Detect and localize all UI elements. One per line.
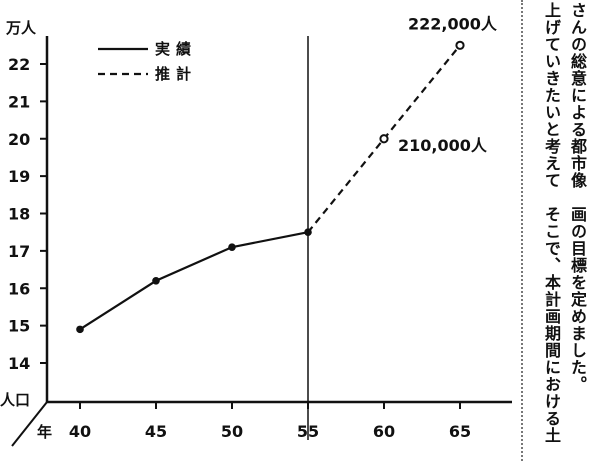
data-point-hollow — [379, 134, 389, 144]
value-annotation: 210,000人 — [398, 136, 488, 155]
x-axis-label: 年 — [37, 423, 52, 441]
data-point-hollow — [455, 40, 465, 50]
data-point — [152, 276, 160, 285]
y-tick-label: 18 — [8, 205, 30, 224]
legend-label: 推計 — [155, 65, 197, 83]
data-point — [76, 325, 84, 334]
legend-label: 実績 — [155, 40, 197, 58]
y-axis-label: 人口 — [0, 391, 30, 409]
value-annotation: 222,000人 — [408, 14, 498, 33]
series-line-actual — [79, 231, 309, 331]
y-tick-label: 14 — [8, 354, 30, 373]
data-point — [228, 243, 236, 251]
y-tick-label: 20 — [8, 130, 30, 149]
x-tick-label: 60 — [373, 422, 395, 441]
x-tick-label: 55 — [297, 422, 319, 441]
y-tick-label: 21 — [8, 92, 30, 111]
body-text-line-1: さんの総意による都市像 画の目標を定めました。 — [568, 2, 587, 393]
x-tick-label: 50 — [221, 422, 243, 441]
y-tick-label: 17 — [8, 242, 30, 261]
x-tick-label: 65 — [449, 422, 471, 441]
y-tick-label: 16 — [8, 279, 30, 298]
vertical-body-text: さんの総意による都市像 画の目標を定めました。 上げていきたいと考えて そこで、… — [528, 2, 590, 457]
y-tick-label: 22 — [8, 55, 30, 74]
axis-corner-line — [11, 401, 48, 447]
body-text-line-2: 上げていきたいと考えて そこで、本計画期間における土 — [542, 2, 561, 444]
x-tick-label: 40 — [69, 422, 91, 441]
dotted-column-divider — [521, 0, 523, 461]
x-tick-label: 45 — [145, 422, 167, 441]
y-tick-label: 19 — [8, 167, 30, 186]
y-tick-label: 15 — [8, 317, 30, 336]
y-unit-label: 万人 — [5, 19, 37, 37]
